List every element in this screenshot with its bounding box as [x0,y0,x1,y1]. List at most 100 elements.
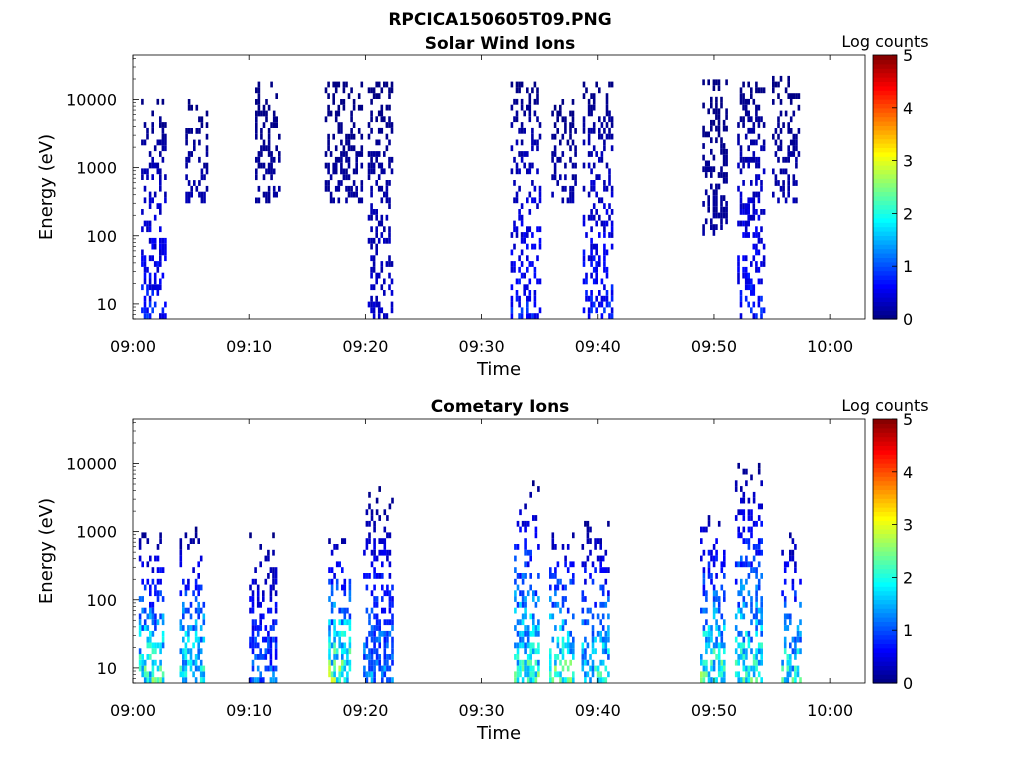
spectrogram-cell [598,232,601,238]
spectrogram-cell [345,81,348,88]
colorbar-segment [873,419,897,424]
spectrogram-cell [350,191,353,198]
spectrogram-cell [526,549,530,556]
spectrogram-cell [200,174,204,181]
spectrogram-cell [334,162,338,169]
spectrogram-cell [737,462,740,469]
spectrogram-cell [518,278,521,285]
spectrogram-cell [272,191,276,198]
spectrogram-cell [559,677,562,683]
spectrogram-cell [598,116,601,123]
spectrogram-cell [710,148,713,155]
spectrogram-cell [561,636,565,643]
spectrogram-cell [590,214,593,221]
spectrogram-cell [777,81,780,88]
spectrogram-cell [510,307,514,314]
spectrogram-cell [154,648,157,655]
spectrogram-cell [377,301,381,308]
spectrogram-cell [164,174,167,180]
spectrogram-cell [159,613,162,620]
spectrogram-cell [786,625,790,631]
spectrogram-cell [381,677,384,683]
colorbar-segment [873,625,897,631]
spectrogram-cell [259,544,262,550]
spectrogram-cell [710,665,713,672]
spectrogram-cell [554,671,557,678]
spectrogram-cell [715,573,718,579]
spectrogram-cell [205,168,209,175]
spectrogram-cell [795,145,798,152]
spectrogram-cell [783,677,787,683]
spectrogram-cell [151,659,155,666]
spectrogram-cell [603,295,606,302]
spectrogram-cell [608,174,611,180]
spectrogram-cell [159,151,162,157]
spectrogram-cell [734,561,738,568]
spectrogram-cell [582,261,586,267]
spectrogram-cell [723,555,726,562]
spectrogram-cell [383,313,386,319]
spectrogram-cell [156,162,160,169]
spectrogram-cell [195,128,199,134]
spectrogram-cell [604,677,608,683]
spectrogram-cell [605,98,609,105]
spectrogram-cell [526,520,530,527]
spectrogram-cell [259,648,262,655]
spectrogram-cell [151,122,154,128]
spectrogram-cell [712,659,716,666]
spectrogram-cell [532,515,535,521]
spectrogram-cell [742,659,746,666]
spectrogram-cell [342,151,346,157]
spectrogram-cell [569,133,572,140]
spectrogram-cell [348,659,352,666]
spectrogram-cell [256,584,260,591]
spectrogram-cell [333,665,336,672]
spectrogram-cell [373,671,376,678]
spectrogram-cell [265,168,268,175]
spectrogram-cell [370,237,373,244]
spectrogram-cell [156,567,160,573]
spectrogram-cell [251,578,255,585]
spectrogram-cell [536,203,539,209]
spectrogram-cell [750,532,753,539]
spectrogram-cell [561,648,565,655]
spectrogram-cell [143,307,147,314]
spectrogram-cell [355,162,358,169]
spectrogram-cell [143,659,147,666]
spectrogram-cell [603,185,606,192]
spectrogram-cell [335,677,339,683]
spectrogram-cell [526,659,530,666]
spectrogram-cell [707,166,710,173]
spectrogram-cell [762,261,766,267]
spectrogram-cell [594,648,597,655]
spectrogram-cell [343,584,347,591]
spectrogram-cell [159,532,162,539]
spectrogram-cell [251,636,255,643]
spectrogram-cell [383,191,386,198]
spectrogram-cell [707,108,710,115]
spectrogram-cell [707,79,710,86]
spectrogram-cell [185,191,188,198]
spectrogram-cell [757,237,761,244]
spectrogram-cell [360,133,364,140]
spectrogram-cell [536,226,539,233]
spectrogram-cell [603,284,606,291]
spectrogram-cell [605,110,609,117]
spectrogram-cell [193,145,196,152]
spectrogram-cell [569,648,572,655]
spectrogram-cell [584,677,587,683]
spectrogram-cell [161,156,165,163]
colorbar-segment [873,612,897,618]
spectrogram-cell [205,145,209,152]
spectrogram-cell [533,185,537,192]
spectrogram-cell [757,249,761,256]
spectrogram-cell [723,665,726,672]
spectrogram-cell [151,243,154,250]
spectrogram-cell [375,601,379,608]
spectrogram-cell [534,515,538,521]
spectrogram-cell [184,590,188,597]
spectrogram-cell [554,573,557,579]
spectrogram-cell [270,81,273,88]
spectrogram-cell [523,232,526,238]
colorbar-segment [873,195,897,201]
